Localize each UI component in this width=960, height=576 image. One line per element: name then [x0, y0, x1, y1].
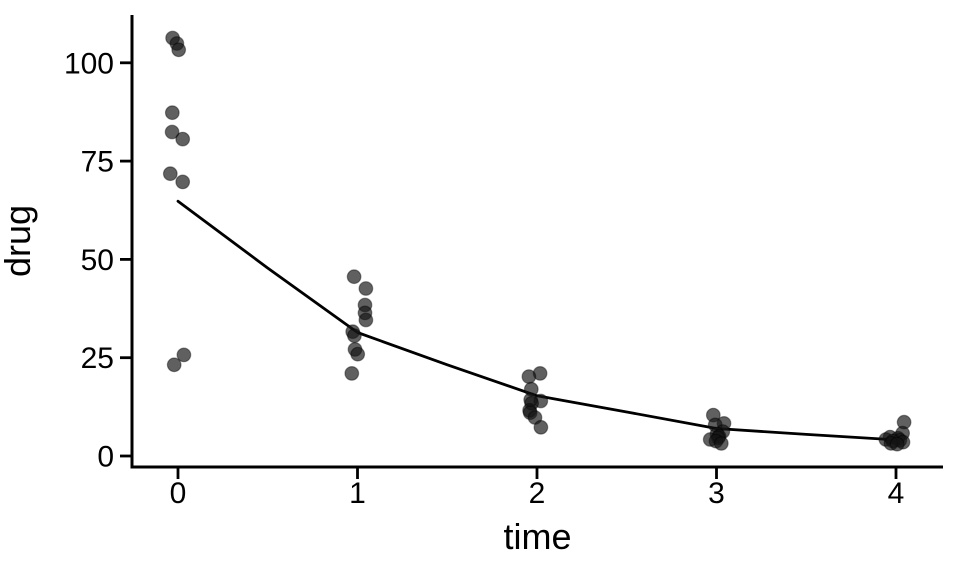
- y-tick-label: 25: [81, 342, 114, 375]
- y-axis-title: drug: [0, 205, 38, 277]
- data-point: [358, 312, 374, 328]
- data-point: [533, 419, 549, 435]
- x-tick-label: 1: [349, 477, 366, 510]
- x-axis-title: time: [503, 516, 571, 557]
- data-point: [176, 347, 192, 363]
- data-point: [171, 42, 187, 58]
- y-tick-label: 0: [97, 441, 114, 474]
- data-point: [521, 369, 537, 385]
- y-tick-label: 75: [81, 146, 114, 179]
- y-axis: 0 25 50 75 100: [64, 15, 134, 474]
- data-point: [347, 328, 362, 344]
- data-point: [164, 124, 180, 140]
- data-point: [889, 436, 905, 452]
- data-point: [175, 131, 191, 147]
- data-point: [164, 105, 180, 121]
- data-point: [346, 269, 362, 285]
- x-tick-label: 2: [529, 477, 546, 510]
- data-point: [162, 166, 178, 182]
- data-point: [358, 281, 374, 296]
- data-point: [166, 357, 182, 373]
- x-tick-label: 4: [888, 477, 905, 510]
- x-tick-label: 3: [708, 477, 725, 510]
- data-point: [350, 346, 366, 362]
- data-point: [175, 174, 191, 190]
- data-point: [344, 366, 360, 381]
- data-point: [713, 436, 729, 451]
- x-axis: 0 1 2 3 4: [130, 465, 943, 510]
- x-tick-label: 0: [170, 477, 187, 510]
- y-tick-label: 50: [81, 244, 114, 277]
- y-tick-label: 100: [64, 47, 114, 80]
